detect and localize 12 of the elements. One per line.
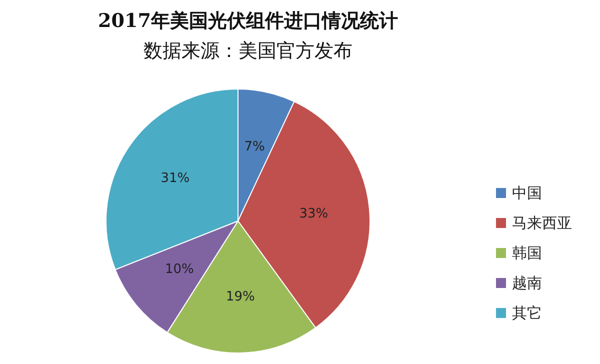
- chart-title: 2017年美国光伏组件进口情况统计: [97, 9, 399, 34]
- legend-label: 其它: [512, 303, 542, 324]
- legend-label: 韩国: [512, 243, 542, 264]
- legend-label: 中国: [512, 183, 542, 204]
- chart-subtitle: 数据来源：美国官方发布: [142, 39, 354, 64]
- data-label: 33%: [299, 206, 328, 222]
- data-label: 10%: [164, 262, 194, 277]
- legend-label: 马来西亚: [512, 213, 572, 234]
- data-label: 31%: [160, 170, 190, 186]
- legend-label: 越南: [512, 273, 542, 294]
- data-label: 19%: [226, 289, 255, 304]
- data-label: 7%: [244, 139, 265, 154]
